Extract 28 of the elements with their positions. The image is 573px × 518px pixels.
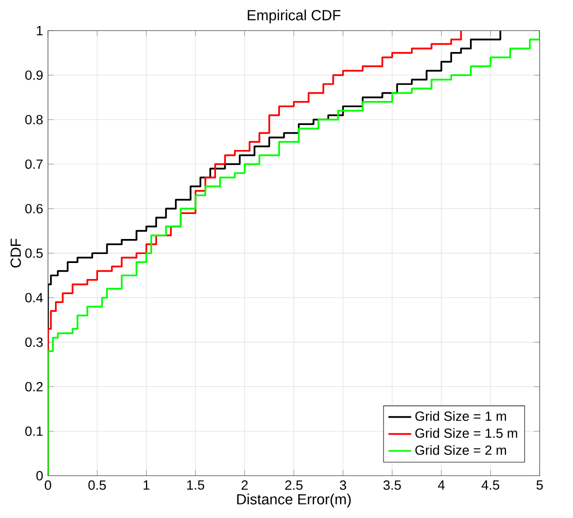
y-tick-label: 0 (36, 470, 43, 480)
y-axis-title: CDF (10, 238, 21, 268)
legend-label: Grid Size = 2 m (415, 444, 506, 455)
y-tick-label: 0.5 (25, 248, 43, 258)
legend-label: Grid Size = 1 m (415, 410, 506, 421)
y-tick-label: 0.2 (25, 382, 43, 392)
y-tick-label: 0.6 (25, 204, 43, 214)
chart-title: Empirical CDF (248, 9, 340, 24)
x-tick-label: 4 (438, 480, 445, 490)
legend-label: Grid Size = 1.5 m (415, 428, 518, 438)
y-tick-label: 0.4 (25, 292, 43, 302)
y-tick-label: 0.8 (25, 114, 43, 124)
y-tick-label: 0.9 (25, 70, 43, 80)
y-tick-label: 1 (36, 26, 43, 36)
x-tick-label: 0.5 (88, 480, 106, 490)
x-axis-title: Distance Error(m) (237, 494, 351, 508)
y-tick-label: 0.3 (25, 337, 43, 347)
x-tick-label: 0 (44, 480, 52, 490)
y-tick-label: 0.7 (25, 159, 43, 169)
x-tick-label: 4.5 (482, 480, 500, 490)
x-tick-label: 1 (144, 480, 150, 490)
x-tick-label: 2.5 (285, 480, 303, 490)
y-tick-label: 0.1 (25, 426, 43, 436)
x-tick-label: 3 (340, 480, 346, 490)
x-tick-label: 5 (536, 480, 543, 490)
x-tick-label: 3.5 (383, 480, 401, 490)
x-tick-label: 1.5 (187, 480, 204, 490)
x-tick-label: 2 (242, 480, 248, 490)
